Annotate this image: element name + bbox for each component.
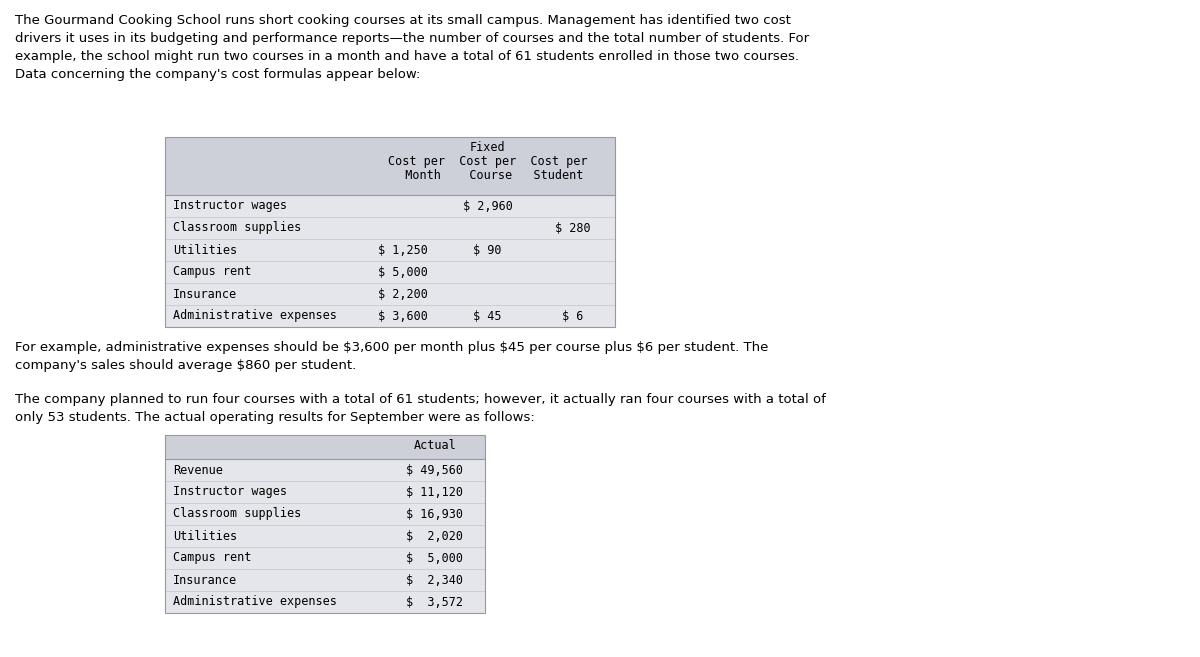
Bar <box>166 569 485 591</box>
Text: $ 1,250: $ 1,250 <box>378 244 427 256</box>
Text: $ 6: $ 6 <box>562 309 583 323</box>
Text: Fixed: Fixed <box>469 141 505 154</box>
Bar <box>166 195 616 217</box>
Text: $  3,572: $ 3,572 <box>407 595 463 608</box>
Text: Campus rent: Campus rent <box>173 265 251 279</box>
Bar <box>166 525 485 547</box>
Text: Utilities: Utilities <box>173 530 238 543</box>
Bar <box>166 283 616 305</box>
Text: $ 45: $ 45 <box>473 309 502 323</box>
Text: $ 2,200: $ 2,200 <box>378 288 427 300</box>
Bar <box>166 137 616 195</box>
Bar <box>166 261 616 283</box>
Bar <box>166 239 616 261</box>
Text: $  2,020: $ 2,020 <box>407 530 463 543</box>
Text: $ 11,120: $ 11,120 <box>407 486 463 499</box>
Bar <box>166 137 616 327</box>
Text: Insurance: Insurance <box>173 288 238 300</box>
Text: Classroom supplies: Classroom supplies <box>173 221 301 235</box>
Text: Revenue: Revenue <box>173 463 223 476</box>
Text: $ 3,600: $ 3,600 <box>378 309 427 323</box>
Text: Administrative expenses: Administrative expenses <box>173 309 337 323</box>
Text: $ 280: $ 280 <box>554 221 590 235</box>
Text: Month    Course   Student: Month Course Student <box>391 169 583 182</box>
Text: $ 16,930: $ 16,930 <box>407 507 463 520</box>
Text: The Gourmand Cooking School runs short cooking courses at its small campus. Mana: The Gourmand Cooking School runs short c… <box>14 14 809 81</box>
Text: $  2,340: $ 2,340 <box>407 574 463 587</box>
Text: Instructor wages: Instructor wages <box>173 200 287 212</box>
Bar <box>166 459 485 481</box>
Bar <box>166 503 485 525</box>
Text: Instructor wages: Instructor wages <box>173 486 287 499</box>
Text: For example, administrative expenses should be $3,600 per month plus $45 per cou: For example, administrative expenses sho… <box>14 341 768 372</box>
Text: Actual: Actual <box>414 439 456 452</box>
Bar <box>166 435 485 613</box>
Bar <box>166 591 485 613</box>
Text: Campus rent: Campus rent <box>173 551 251 564</box>
Bar <box>166 305 616 327</box>
Text: $ 2,960: $ 2,960 <box>462 200 512 212</box>
Text: $ 5,000: $ 5,000 <box>378 265 427 279</box>
Text: $ 90: $ 90 <box>473 244 502 256</box>
Bar <box>166 217 616 239</box>
Text: $ 49,560: $ 49,560 <box>407 463 463 476</box>
Bar <box>166 547 485 569</box>
Text: Utilities: Utilities <box>173 244 238 256</box>
Text: Cost per  Cost per  Cost per: Cost per Cost per Cost per <box>388 155 587 168</box>
Text: $  5,000: $ 5,000 <box>407 551 463 564</box>
Text: Classroom supplies: Classroom supplies <box>173 507 301 520</box>
Bar <box>166 435 485 459</box>
Text: The company planned to run four courses with a total of 61 students; however, it: The company planned to run four courses … <box>14 393 826 424</box>
Bar <box>166 481 485 503</box>
Text: Insurance: Insurance <box>173 574 238 587</box>
Text: Administrative expenses: Administrative expenses <box>173 595 337 608</box>
